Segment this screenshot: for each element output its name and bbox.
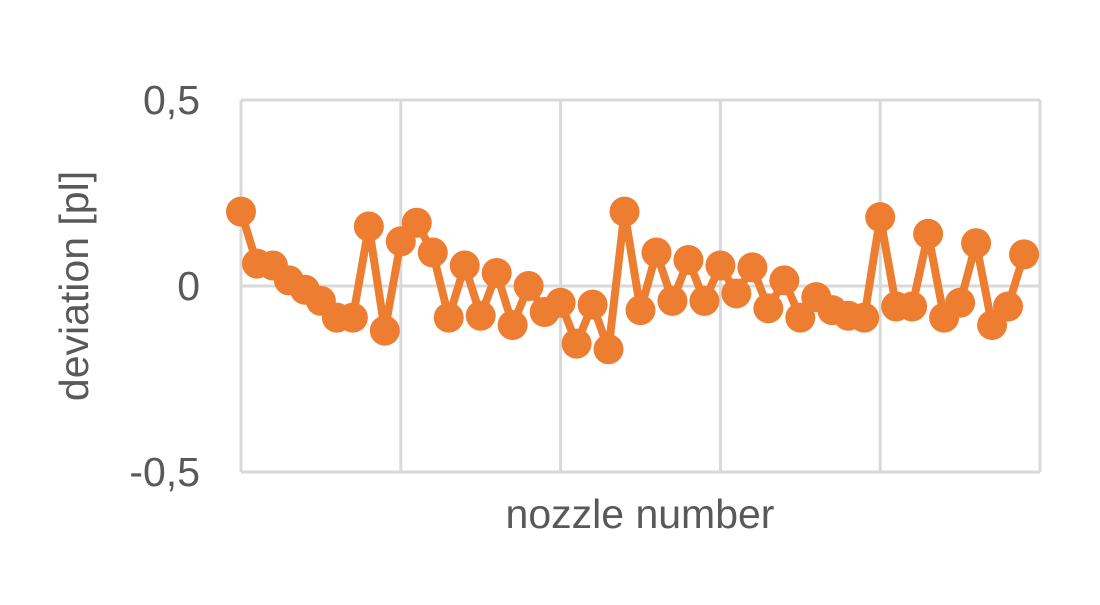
y-tick-label: -0,5	[129, 449, 200, 495]
data-point	[945, 287, 976, 318]
series-deviation	[226, 196, 1040, 365]
data-point	[353, 211, 384, 242]
data-point	[849, 302, 880, 333]
data-point	[481, 257, 512, 288]
data-point	[641, 237, 672, 268]
data-point	[705, 250, 736, 281]
data-point	[577, 289, 608, 320]
y-axis-tick-labels: 0,5 0 -0,5	[129, 77, 200, 495]
y-tick-label: 0,5	[143, 77, 200, 123]
data-point	[401, 207, 432, 238]
data-point	[769, 265, 800, 296]
data-point	[609, 196, 640, 227]
data-point	[657, 285, 688, 316]
y-axis-label: deviation [pl]	[51, 171, 97, 401]
data-point	[417, 237, 448, 268]
data-point	[753, 293, 784, 324]
data-point	[961, 228, 992, 259]
data-point	[625, 295, 656, 326]
data-point	[737, 252, 768, 283]
series-line	[237, 207, 1028, 354]
data-point	[226, 196, 256, 227]
data-point	[993, 291, 1024, 322]
y-tick-label: 0	[177, 263, 200, 309]
data-point	[513, 271, 544, 301]
data-point	[449, 250, 480, 281]
data-point	[913, 218, 944, 249]
data-point	[689, 285, 720, 316]
data-point	[433, 302, 464, 333]
x-axis-label: nozzle number	[506, 491, 775, 537]
data-point	[1009, 239, 1040, 270]
data-point	[593, 334, 624, 365]
data-point	[561, 328, 592, 359]
data-point	[785, 302, 816, 333]
data-point	[545, 287, 576, 318]
data-point	[897, 291, 928, 322]
data-point	[865, 202, 896, 233]
data-point	[369, 315, 400, 346]
data-point	[497, 310, 528, 341]
data-point	[673, 244, 704, 275]
data-point	[337, 302, 368, 333]
data-point	[465, 300, 496, 331]
data-point	[721, 278, 752, 309]
